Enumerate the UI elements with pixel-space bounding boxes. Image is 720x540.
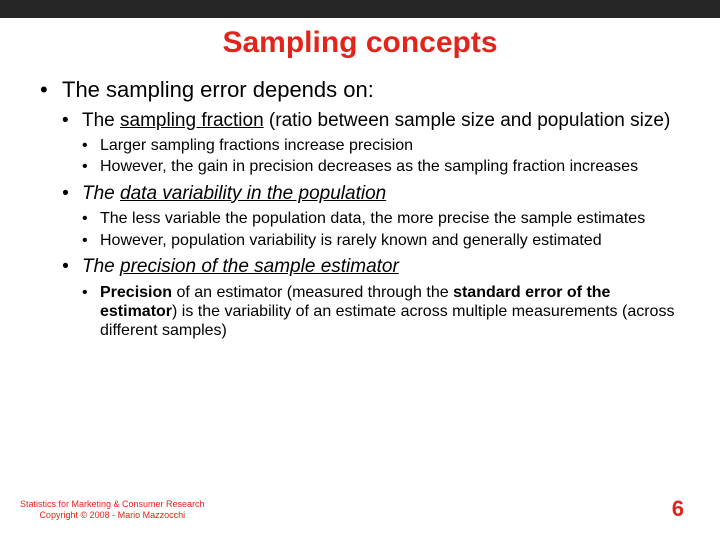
- bullet-list-lvl3: The less variable the population data, t…: [82, 209, 680, 249]
- top-bar: [0, 0, 720, 18]
- lvl2-item-data-variability: The data variability in the population T…: [62, 183, 680, 250]
- lvl1-item: The sampling error depends on: The sampl…: [40, 76, 680, 340]
- text: ) is the variability of an estimate acro…: [100, 303, 674, 339]
- bold-term: Precision: [100, 284, 172, 301]
- text: The: [82, 256, 120, 277]
- slide-title: Sampling concepts: [40, 26, 680, 60]
- lvl3-item: The less variable the population data, t…: [82, 209, 680, 228]
- text: of an estimator (measured through the: [172, 284, 453, 301]
- bullet-list-lvl3: Larger sampling fractions increase preci…: [82, 136, 680, 176]
- page-number: 6: [672, 496, 684, 522]
- underlined-term: data variability in the population: [120, 183, 386, 204]
- underlined-term: precision of the sample estimator: [120, 256, 399, 277]
- text: (ratio between sample size and populatio…: [264, 110, 671, 131]
- lvl3-item: However, population variability is rarel…: [82, 231, 680, 250]
- lvl3-item: However, the gain in precision decreases…: [82, 157, 680, 176]
- lvl2-item-precision: The precision of the sample estimator Pr…: [62, 256, 680, 340]
- footer-line1: Statistics for Marketing & Consumer Rese…: [20, 499, 205, 509]
- lvl2-item-sampling-fraction: The sampling fraction (ratio between sam…: [62, 110, 680, 177]
- bullet-list-lvl2: The sampling fraction (ratio between sam…: [62, 110, 680, 341]
- footer-line2: Copyright © 2008 - Mario Mazzocchi: [39, 510, 185, 520]
- bullet-list-lvl1: The sampling error depends on: The sampl…: [40, 76, 680, 340]
- text: The: [82, 183, 120, 204]
- lvl3-item: Precision of an estimator (measured thro…: [82, 283, 680, 341]
- lvl1-text: The sampling error depends on:: [62, 77, 374, 102]
- lvl3-item: Larger sampling fractions increase preci…: [82, 136, 680, 155]
- bullet-list-lvl3: Precision of an estimator (measured thro…: [82, 283, 680, 341]
- footer: Statistics for Marketing & Consumer Rese…: [20, 499, 205, 522]
- underlined-term: sampling fraction: [120, 110, 264, 131]
- text: The: [82, 110, 120, 131]
- slide-body: Sampling concepts The sampling error dep…: [0, 18, 720, 340]
